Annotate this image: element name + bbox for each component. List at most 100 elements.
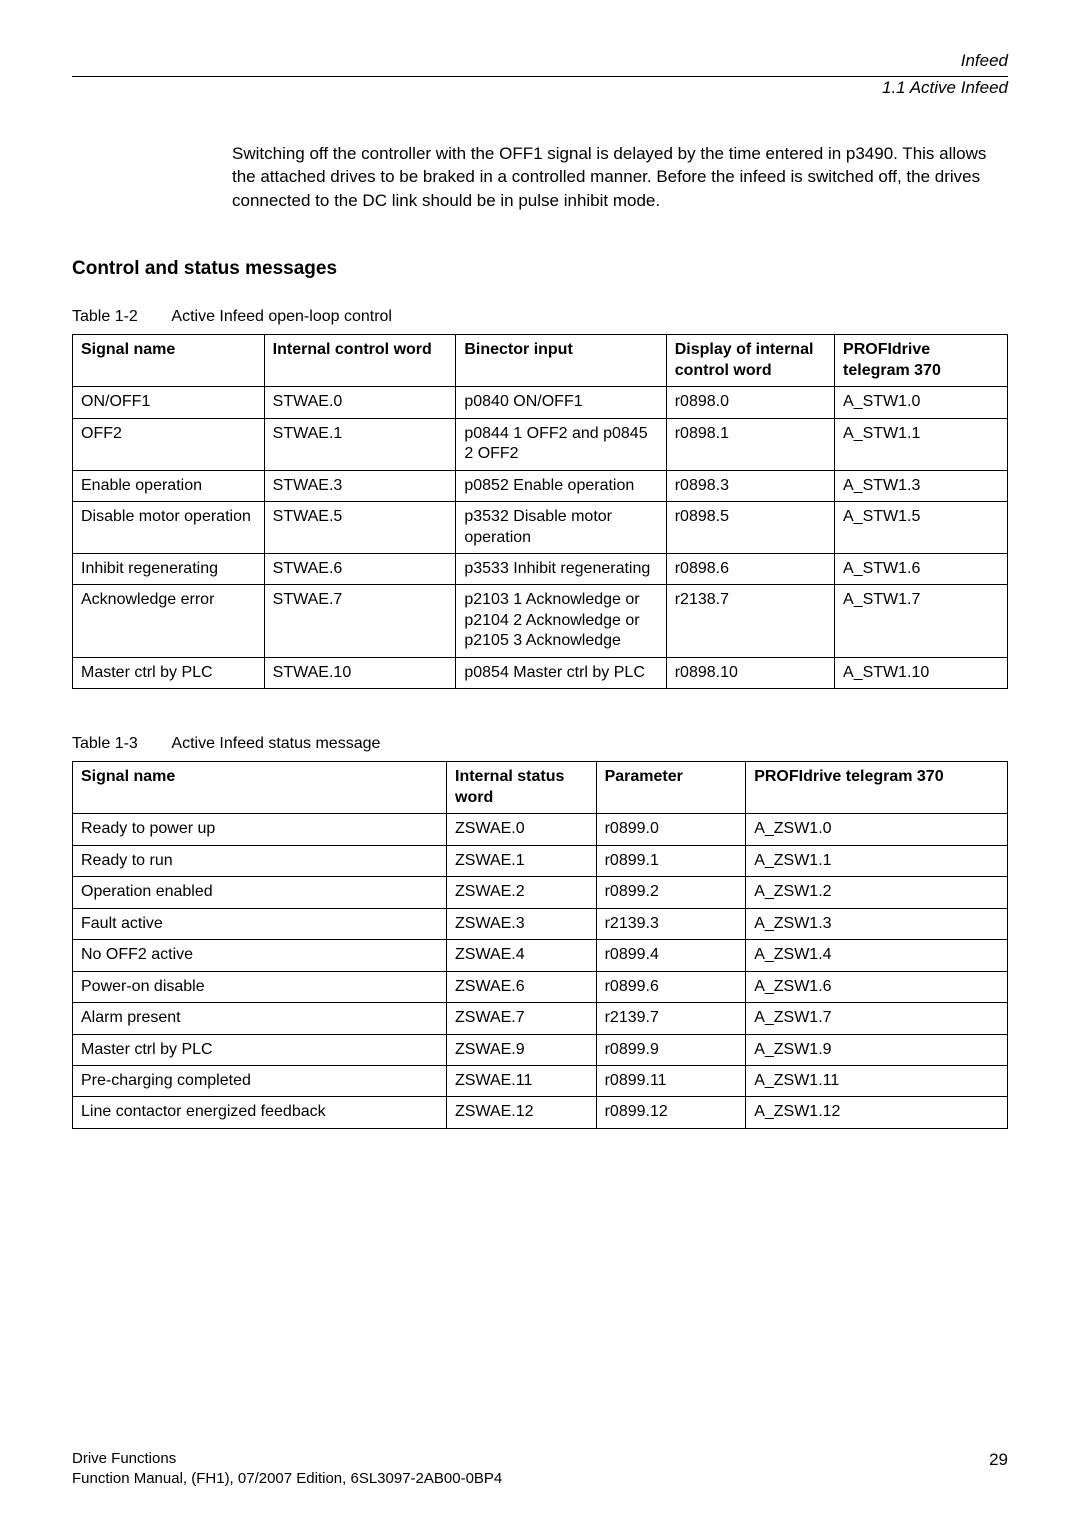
table-cell: Line contactor energized feedback (73, 1097, 447, 1128)
table-cell: r0898.10 (666, 657, 834, 688)
table-cell: r0899.6 (596, 971, 746, 1002)
table-cell: r0899.2 (596, 877, 746, 908)
table-cell: ZSWAE.11 (447, 1066, 597, 1097)
table-header-cell: Signal name (73, 762, 447, 814)
table-cell: Enable operation (73, 470, 265, 501)
table-cell: OFF2 (73, 418, 265, 470)
table-row: OFF2STWAE.1p0844 1 OFF2 and p0845 2 OFF2… (73, 418, 1008, 470)
table-header-cell: Internal control word (264, 335, 456, 387)
table-row: Power-on disableZSWAE.6r0899.6A_ZSW1.6 (73, 971, 1008, 1002)
table-row: Fault activeZSWAE.3r2139.3A_ZSW1.3 (73, 908, 1008, 939)
page: Infeed 1.1 Active Infeed Switching off t… (0, 0, 1080, 1527)
table-cell: ZSWAE.2 (447, 877, 597, 908)
table-row: Master ctrl by PLCZSWAE.9r0899.9A_ZSW1.9 (73, 1034, 1008, 1065)
table-header-cell: Display of internal control word (666, 335, 834, 387)
table-cell: Alarm present (73, 1003, 447, 1034)
table-cell: r0898.3 (666, 470, 834, 501)
table-cell: Master ctrl by PLC (73, 1034, 447, 1065)
table-cell: r2138.7 (666, 585, 834, 657)
table-cell: A_STW1.0 (835, 387, 1008, 418)
table-cell: r0898.1 (666, 418, 834, 470)
table-cell: A_STW1.1 (835, 418, 1008, 470)
table-cell: Master ctrl by PLC (73, 657, 265, 688)
table-cell: STWAE.10 (264, 657, 456, 688)
table1-title: Active Infeed open-loop control (171, 308, 392, 325)
table-cell: STWAE.3 (264, 470, 456, 501)
table-cell: Ready to run (73, 845, 447, 876)
table-row: Acknowledge errorSTWAE.7p2103 1 Acknowle… (73, 585, 1008, 657)
table-cell: Pre-charging completed (73, 1066, 447, 1097)
table-cell: p0854 Master ctrl by PLC (456, 657, 666, 688)
table-header-cell: PROFIdrive telegram 370 (835, 335, 1008, 387)
table-cell: A_ZSW1.11 (746, 1066, 1008, 1097)
table-cell: p3532 Disable motor operation (456, 502, 666, 554)
table-cell: p2103 1 Acknowledge or p2104 2 Acknowled… (456, 585, 666, 657)
table-cell: Acknowledge error (73, 585, 265, 657)
table-cell: STWAE.6 (264, 553, 456, 584)
table-row: ON/OFF1STWAE.0p0840 ON/OFF1r0898.0A_STW1… (73, 387, 1008, 418)
table-cell: A_ZSW1.4 (746, 940, 1008, 971)
table2-number: Table 1-3 (72, 735, 138, 752)
table-cell: ZSWAE.1 (447, 845, 597, 876)
table-row: Enable operationSTWAE.3p0852 Enable oper… (73, 470, 1008, 501)
table-cell: A_STW1.3 (835, 470, 1008, 501)
table-cell: A_ZSW1.3 (746, 908, 1008, 939)
table-cell: ON/OFF1 (73, 387, 265, 418)
page-number: 29 (989, 1449, 1008, 1472)
section-heading: Control and status messages (72, 258, 1008, 280)
header-line1: Infeed (72, 50, 1008, 73)
table-cell: r0899.11 (596, 1066, 746, 1097)
table-cell: p0852 Enable operation (456, 470, 666, 501)
table-cell: A_ZSW1.6 (746, 971, 1008, 1002)
table-cell: r0899.4 (596, 940, 746, 971)
table-header-row: Signal nameInternal status wordParameter… (73, 762, 1008, 814)
table-cell: A_STW1.7 (835, 585, 1008, 657)
table-row: Line contactor energized feedbackZSWAE.1… (73, 1097, 1008, 1128)
table-cell: No OFF2 active (73, 940, 447, 971)
table-cell: A_STW1.6 (835, 553, 1008, 584)
table-cell: ZSWAE.3 (447, 908, 597, 939)
table-cell: r0899.0 (596, 814, 746, 845)
table-cell: r0898.0 (666, 387, 834, 418)
table-cell: A_STW1.10 (835, 657, 1008, 688)
table-cell: r0898.5 (666, 502, 834, 554)
table-header-cell: Parameter (596, 762, 746, 814)
table2-caption: Table 1-3 Active Infeed status message (72, 735, 1008, 753)
table-header-cell: Binector input (456, 335, 666, 387)
table-header-row: Signal nameInternal control wordBinector… (73, 335, 1008, 387)
footer-line1: Drive Functions (72, 1450, 176, 1467)
table-cell: A_ZSW1.0 (746, 814, 1008, 845)
table-cell: Operation enabled (73, 877, 447, 908)
table-cell: ZSWAE.7 (447, 1003, 597, 1034)
spacer (72, 689, 1008, 735)
table-cell: p0844 1 OFF2 and p0845 2 OFF2 (456, 418, 666, 470)
table-cell: STWAE.7 (264, 585, 456, 657)
table-cell: ZSWAE.4 (447, 940, 597, 971)
table-row: Operation enabledZSWAE.2r0899.2A_ZSW1.2 (73, 877, 1008, 908)
table1-number: Table 1-2 (72, 308, 138, 325)
footer-left: Drive Functions Function Manual, (FH1), … (72, 1449, 502, 1490)
table-cell: r2139.3 (596, 908, 746, 939)
table-row: Inhibit regeneratingSTWAE.6p3533 Inhibit… (73, 553, 1008, 584)
table-cell: Fault active (73, 908, 447, 939)
table-cell: Power-on disable (73, 971, 447, 1002)
table-cell: r2139.7 (596, 1003, 746, 1034)
table-row: Alarm presentZSWAE.7r2139.7A_ZSW1.7 (73, 1003, 1008, 1034)
table-cell: ZSWAE.6 (447, 971, 597, 1002)
table-cell: STWAE.1 (264, 418, 456, 470)
table-cell: ZSWAE.0 (447, 814, 597, 845)
table-row: Disable motor operationSTWAE.5p3532 Disa… (73, 502, 1008, 554)
table-row: No OFF2 activeZSWAE.4r0899.4A_ZSW1.4 (73, 940, 1008, 971)
table-cell: p3533 Inhibit regenerating (456, 553, 666, 584)
table-header-cell: Internal status word (447, 762, 597, 814)
table-row: Master ctrl by PLCSTWAE.10p0854 Master c… (73, 657, 1008, 688)
table-cell: Disable motor operation (73, 502, 265, 554)
table-cell: STWAE.0 (264, 387, 456, 418)
table-cell: r0899.9 (596, 1034, 746, 1065)
table-cell: Inhibit regenerating (73, 553, 265, 584)
header-line2: 1.1 Active Infeed (72, 77, 1008, 100)
table-cell: A_ZSW1.12 (746, 1097, 1008, 1128)
table-row: Pre-charging completedZSWAE.11r0899.11A_… (73, 1066, 1008, 1097)
table2: Signal nameInternal status wordParameter… (72, 761, 1008, 1129)
table2-title: Active Infeed status message (171, 735, 380, 752)
